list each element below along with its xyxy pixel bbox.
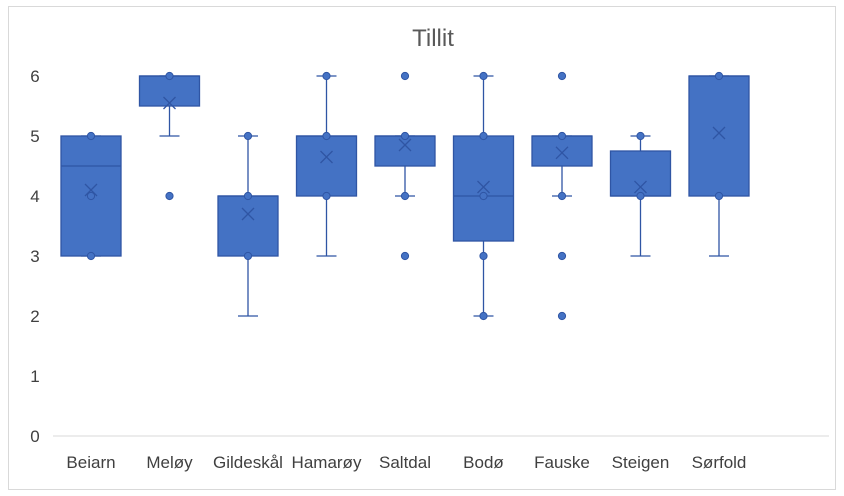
inner-point [479, 311, 488, 321]
y-tick-label: 1 [30, 367, 39, 386]
x-category-label: Bodø [463, 453, 504, 472]
box-iqr [688, 75, 750, 197]
box-iqr [374, 135, 436, 167]
box-group: Fauske [531, 71, 593, 472]
inner-point [479, 131, 488, 141]
chart-title: Tillit [412, 25, 454, 52]
mean-marker [320, 150, 333, 164]
inner-point [86, 251, 96, 261]
y-tick-label: 5 [30, 127, 39, 146]
y-tick-label: 3 [30, 247, 39, 266]
mean-marker [84, 183, 98, 197]
x-category-label: Steigen [612, 453, 670, 472]
inner-point [322, 191, 331, 201]
y-tick-label: 0 [30, 427, 39, 446]
inner-point [479, 71, 488, 81]
mean-marker [163, 96, 176, 110]
y-tick-label: 2 [30, 307, 39, 326]
inner-point [86, 191, 96, 201]
outlier-point [557, 251, 567, 261]
inner-point [714, 71, 724, 81]
inner-point [322, 131, 331, 141]
outlier-point [557, 71, 567, 81]
chart-frame: Tillit 0 1 2 3 4 5 6 Beiarn Meløy Gildeskål Hamar… [8, 6, 836, 490]
axis-layer: 0 1 2 3 4 5 6 [30, 67, 829, 446]
inner-point [322, 71, 331, 81]
x-category-label: Sørfold [692, 453, 747, 472]
inner-point [243, 251, 253, 261]
box-group: Saltdal [374, 71, 436, 472]
outlier-point [165, 191, 174, 201]
x-category-label: Meløy [146, 453, 193, 472]
outlier-point [400, 251, 410, 261]
box-group: Meløy [138, 71, 201, 472]
box-iqr [217, 195, 279, 257]
y-tick-label: 4 [30, 187, 39, 206]
box-group: Bodø [452, 71, 515, 472]
mean-marker [477, 180, 490, 194]
x-category-label: Fauske [534, 453, 590, 472]
inner-point [86, 131, 96, 141]
box-group: Hamarøy [292, 71, 362, 472]
box-iqr [531, 135, 593, 167]
outlier-point [400, 71, 410, 81]
x-category-label: Beiarn [66, 453, 115, 472]
inner-point [636, 191, 645, 201]
inner-point [165, 71, 174, 81]
inner-point [243, 131, 253, 141]
inner-point [400, 131, 410, 141]
mean-marker [555, 146, 569, 160]
y-tick-label: 6 [30, 67, 39, 86]
box-iqr [138, 75, 201, 107]
x-category-label: Saltdal [379, 453, 431, 472]
mean-marker [241, 207, 255, 221]
box-group: Sørfold [688, 71, 750, 472]
box-plot-chart: Tillit 0 1 2 3 4 5 6 Beiarn Meløy Gildeskål Hamar… [30, 25, 829, 472]
x-category-label: Hamarøy [292, 453, 362, 472]
inner-point [557, 131, 567, 141]
box-iqr [452, 135, 515, 242]
inner-point [243, 191, 253, 201]
inner-point [400, 191, 410, 201]
mean-marker [634, 180, 647, 194]
inner-point [714, 191, 724, 201]
box-group: Gildeskål [213, 131, 283, 472]
outlier-point [557, 311, 567, 321]
inner-point [479, 191, 488, 201]
mean-marker [712, 126, 726, 140]
box-layer: Beiarn Meløy Gildeskål Hamarøy Saltdal Bodø Fa… [60, 71, 750, 472]
x-category-label: Gildeskål [213, 453, 283, 472]
box-iqr [609, 150, 672, 197]
inner-point [557, 191, 567, 201]
inner-point [636, 131, 645, 141]
box-group: Steigen [609, 131, 672, 472]
box-group: Beiarn [60, 131, 122, 472]
mean-marker [398, 138, 412, 152]
inner-point [479, 251, 488, 261]
box-iqr [295, 135, 358, 197]
